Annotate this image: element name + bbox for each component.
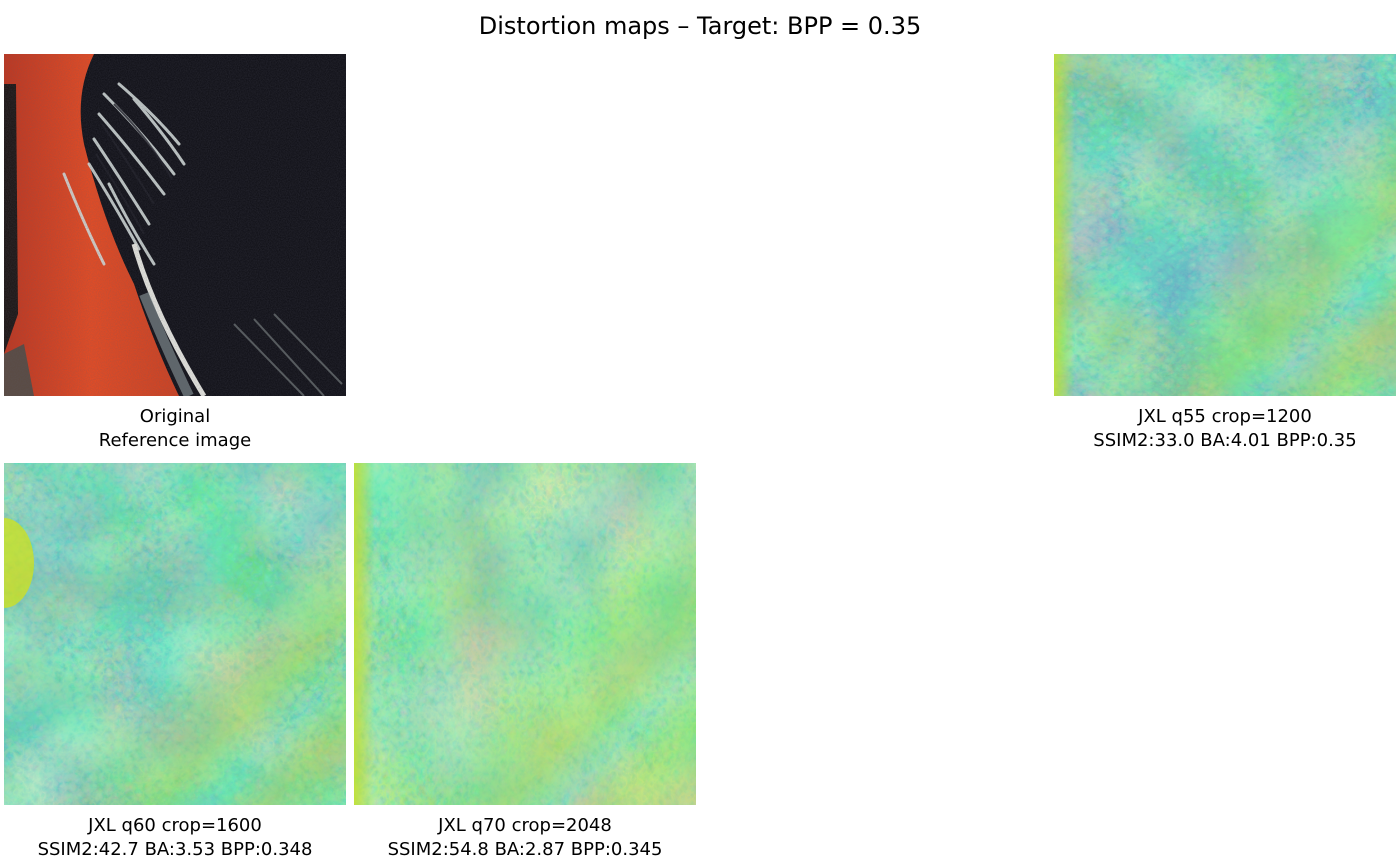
jxl-q70-caption: JXL q70 crop=2048 SSIM2:54.8 BA:2.87 BPP… [325, 814, 725, 862]
distortion-heatmap [1054, 54, 1396, 396]
jxl-q60-caption: JXL q60 crop=1600 SSIM2:42.7 BA:3.53 BPP… [0, 814, 375, 862]
jxl-q60-distortion-map-panel [4, 463, 346, 805]
jxl-q55-distortion-map-panel [1054, 54, 1396, 396]
original-image-panel [4, 54, 346, 396]
caption-line-2: SSIM2:42.7 BA:3.53 BPP:0.348 [37, 839, 313, 860]
distortion-heatmap [354, 463, 696, 805]
caption-line-1: Original [139, 406, 211, 427]
jxl-q55-caption: JXL q55 crop=1200 SSIM2:33.0 BA:4.01 BPP… [1025, 405, 1400, 453]
caption-line-1: JXL q70 crop=2048 [438, 815, 612, 836]
caption-line-2: SSIM2:33.0 BA:4.01 BPP:0.35 [1093, 430, 1357, 451]
caption-line-1: JXL q60 crop=1600 [88, 815, 262, 836]
caption-line-2: Reference image [98, 430, 252, 451]
original-caption: Original Reference image [0, 405, 375, 453]
figure-title: Distortion maps – Target: BPP = 0.35 [478, 12, 922, 40]
distortion-heatmap [4, 463, 346, 805]
jxl-q70-distortion-map-panel [354, 463, 696, 805]
caption-line-2: SSIM2:54.8 BA:2.87 BPP:0.345 [387, 839, 663, 860]
caption-line-1: JXL q55 crop=1200 [1138, 406, 1312, 427]
reference-photo [4, 54, 346, 396]
